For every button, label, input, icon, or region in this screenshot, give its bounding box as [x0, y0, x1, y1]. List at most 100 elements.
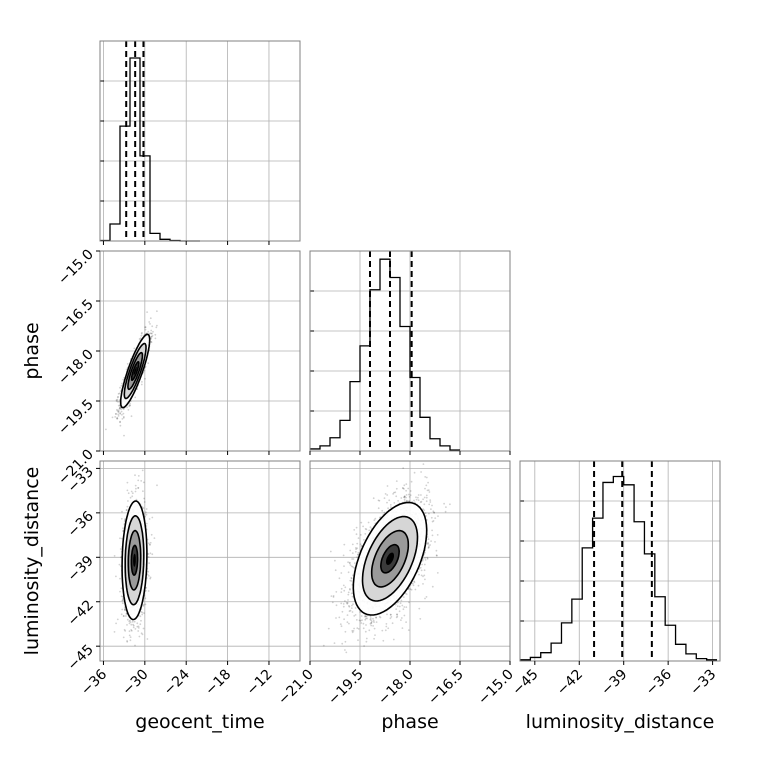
scatter-point: [361, 619, 363, 621]
scatter-point: [137, 627, 140, 629]
scatter-point: [392, 493, 394, 495]
scatter-point: [144, 603, 147, 606]
scatter-point: [140, 332, 143, 335]
scatter-point: [117, 409, 120, 411]
scatter-point: [131, 621, 134, 623]
scatter-point: [121, 382, 123, 385]
scatter-point: [365, 615, 368, 618]
scatter-point: [150, 340, 153, 343]
scatter-point: [418, 607, 421, 610]
scatter-point: [389, 613, 392, 616]
scatter-point: [427, 541, 429, 544]
scatter-point: [369, 617, 372, 619]
histogram-phase: [310, 258, 460, 451]
scatter-point: [126, 624, 128, 626]
scatter-point: [116, 409, 119, 412]
scatter-point: [434, 541, 436, 543]
scatter-point: [119, 386, 121, 389]
scatter-point: [407, 487, 410, 490]
scatter-point: [348, 561, 351, 564]
scatter-point: [362, 525, 364, 528]
scatter-point: [386, 494, 389, 496]
scatter-point: [372, 625, 374, 627]
scatter-point: [413, 471, 416, 474]
scatter-point: [141, 469, 144, 472]
scatter-point: [364, 618, 367, 621]
scatter-point: [388, 499, 391, 502]
scatter-point: [119, 420, 121, 423]
scatter-point: [444, 510, 447, 513]
scatter-point: [428, 512, 430, 515]
scatter-point: [350, 580, 353, 582]
scatter-point: [348, 610, 351, 613]
scatter-point: [403, 495, 406, 497]
scatter-point: [401, 604, 404, 607]
scatter-point: [355, 619, 358, 621]
scatter-point: [405, 483, 408, 485]
scatter-point: [424, 487, 426, 490]
scatter-phase-vs-luminosity_distance: [322, 463, 451, 654]
scatter-point: [340, 625, 343, 628]
scatter-point: [396, 605, 399, 608]
scatter-point: [341, 642, 344, 645]
scatter-point: [338, 616, 341, 619]
scatter-point: [362, 622, 365, 625]
scatter-point: [128, 405, 131, 408]
scatter-point: [403, 488, 405, 490]
scatter-point: [125, 509, 128, 511]
scatter-point: [431, 529, 433, 532]
scatter-point: [142, 627, 145, 630]
scatter-point: [117, 411, 120, 413]
scatter-point: [425, 476, 428, 479]
scatter-point: [414, 501, 416, 504]
scatter-point: [352, 603, 354, 606]
scatter-point: [385, 623, 388, 625]
scatter-point: [141, 331, 143, 334]
scatter-point: [398, 605, 401, 608]
scatter-point: [148, 575, 150, 577]
scatter-point: [133, 347, 136, 350]
scatter-point: [122, 412, 125, 415]
scatter-point: [360, 622, 363, 624]
scatter-point: [420, 569, 423, 572]
scatter-point: [423, 563, 426, 566]
scatter-point: [413, 581, 416, 584]
scatter-point: [415, 496, 417, 499]
scatter-point: [147, 556, 150, 558]
scatter-point: [412, 584, 415, 587]
frame-geocent_time-vs-luminosity_distance: [99, 460, 301, 662]
scatter-point: [365, 528, 368, 531]
scatter-point: [114, 413, 117, 415]
scatter-point: [395, 487, 398, 490]
scatter-point: [121, 602, 124, 605]
scatter-point: [130, 629, 133, 632]
scatter-point: [356, 556, 358, 558]
scatter-point: [356, 627, 359, 629]
scatter-point: [126, 618, 129, 621]
scatter-point: [403, 500, 406, 502]
scatter-point: [408, 601, 410, 604]
scatter-point: [142, 605, 145, 607]
scatter-point: [142, 603, 145, 606]
scatter-point: [397, 500, 399, 502]
scatter-point: [365, 640, 368, 643]
scatter-point: [130, 415, 133, 418]
scatter-point: [435, 554, 438, 557]
scatter-point: [119, 407, 121, 410]
scatter-point: [118, 563, 121, 566]
scatter-point: [377, 507, 380, 510]
contour-geocent_time-vs-luminosity_distance-2: [127, 529, 142, 591]
scatter-point: [422, 575, 424, 578]
scatter-point: [369, 618, 372, 621]
scatter-point: [344, 586, 347, 589]
scatter-point: [150, 337, 153, 340]
scatter-point: [119, 412, 122, 414]
scatter-point: [111, 416, 114, 419]
scatter-point: [115, 413, 117, 415]
scatter-point: [341, 610, 344, 613]
scatter-point: [356, 547, 359, 550]
scatter-point: [389, 613, 392, 616]
scatter-point: [364, 615, 366, 618]
density-peak-geocent_time-vs-luminosity_distance: [133, 553, 136, 567]
